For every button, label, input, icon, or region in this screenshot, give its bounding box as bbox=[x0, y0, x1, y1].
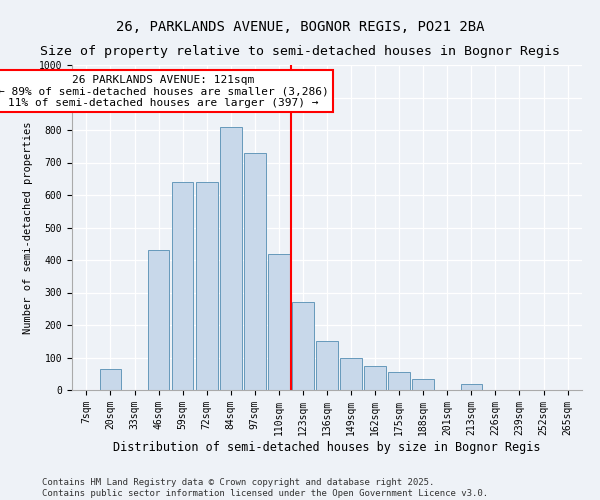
Bar bbox=[148, 250, 169, 390]
Bar bbox=[100, 369, 121, 390]
Bar bbox=[316, 341, 338, 390]
Bar bbox=[364, 366, 386, 390]
Bar bbox=[268, 254, 290, 390]
Bar bbox=[292, 302, 314, 390]
Bar bbox=[220, 126, 242, 390]
Text: 26, PARKLANDS AVENUE, BOGNOR REGIS, PO21 2BA: 26, PARKLANDS AVENUE, BOGNOR REGIS, PO21… bbox=[116, 20, 484, 34]
Bar bbox=[412, 378, 434, 390]
Text: Contains HM Land Registry data © Crown copyright and database right 2025.
Contai: Contains HM Land Registry data © Crown c… bbox=[42, 478, 488, 498]
Text: Size of property relative to semi-detached houses in Bognor Regis: Size of property relative to semi-detach… bbox=[40, 45, 560, 58]
Bar bbox=[388, 372, 410, 390]
Bar bbox=[340, 358, 362, 390]
Y-axis label: Number of semi-detached properties: Number of semi-detached properties bbox=[23, 121, 33, 334]
Bar bbox=[244, 153, 266, 390]
Bar bbox=[461, 384, 482, 390]
Text: 26 PARKLANDS AVENUE: 121sqm
← 89% of semi-detached houses are smaller (3,286)
11: 26 PARKLANDS AVENUE: 121sqm ← 89% of sem… bbox=[0, 74, 329, 108]
Bar bbox=[172, 182, 193, 390]
X-axis label: Distribution of semi-detached houses by size in Bognor Regis: Distribution of semi-detached houses by … bbox=[113, 440, 541, 454]
Bar bbox=[196, 182, 218, 390]
